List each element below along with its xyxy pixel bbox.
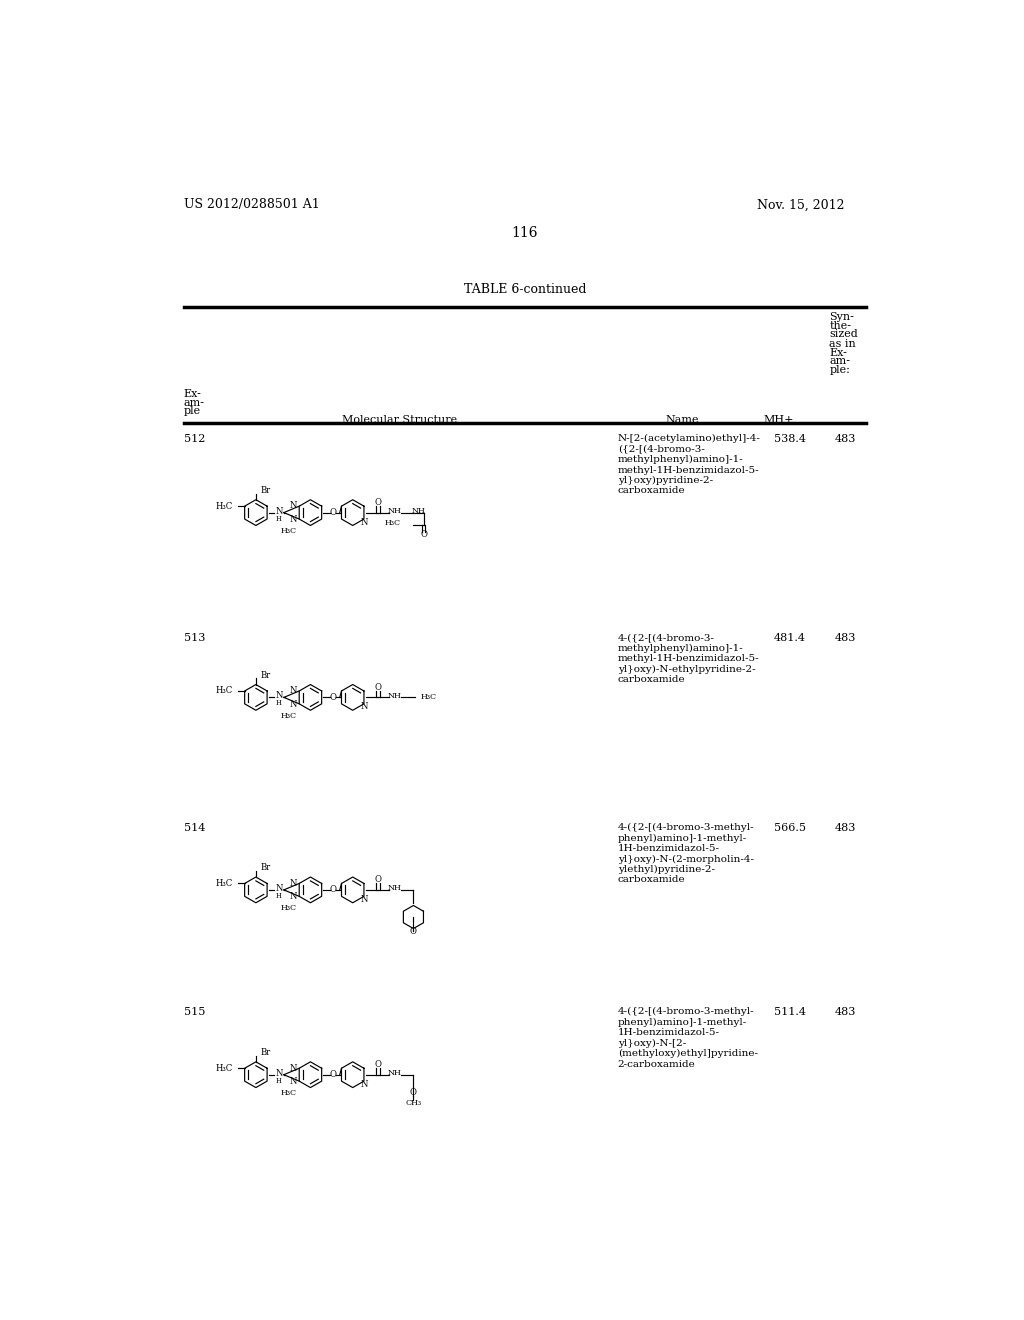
Text: Br: Br [260,863,270,873]
Text: H₃C: H₃C [215,1064,232,1073]
Text: 481.4: 481.4 [773,634,806,643]
Text: Br: Br [260,1048,270,1057]
Text: H: H [275,892,282,900]
Text: ple:: ple: [829,364,850,375]
Text: O: O [330,1071,337,1080]
Text: sized: sized [829,330,858,339]
Text: Name: Name [666,414,698,425]
Text: O: O [375,498,382,507]
Text: Syn-: Syn- [829,313,854,322]
Text: NH: NH [388,884,401,892]
Text: 512: 512 [183,434,205,444]
Text: 4-({2-[(4-bromo-3-methyl-
phenyl)amino]-1-methyl-
1H-benzimidazol-5-
yl}oxy)-N-[: 4-({2-[(4-bromo-3-methyl- phenyl)amino]-… [617,1007,758,1068]
Text: H₃C: H₃C [215,502,232,511]
Text: 4-({2-[(4-bromo-3-
methylphenyl)amino]-1-
methyl-1H-benzimidazol-5-
yl}oxy)-N-et: 4-({2-[(4-bromo-3- methylphenyl)amino]-1… [617,634,760,684]
Text: 538.4: 538.4 [773,434,806,444]
Text: O: O [410,1088,417,1097]
Text: N: N [290,700,297,709]
Text: H: H [275,1077,282,1085]
Text: N: N [290,892,297,902]
Text: 566.5: 566.5 [773,822,806,833]
Text: O: O [410,927,417,936]
Text: Molecular Structure: Molecular Structure [342,414,457,425]
Text: N: N [290,1064,297,1073]
Text: CH₃: CH₃ [406,1100,422,1107]
Text: O: O [375,875,382,884]
Text: H₃C: H₃C [281,904,297,912]
Text: H₃C: H₃C [281,1089,297,1097]
Text: Nov. 15, 2012: Nov. 15, 2012 [758,198,845,211]
Text: H₃C: H₃C [215,879,232,888]
Text: N-[2-(acetylamino)ethyl]-4-
({2-[(4-bromo-3-
methylphenyl)amino]-1-
methyl-1H-be: N-[2-(acetylamino)ethyl]-4- ({2-[(4-brom… [617,434,761,495]
Text: MH+: MH+ [764,414,795,425]
Text: 515: 515 [183,1007,205,1016]
Text: US 2012/0288501 A1: US 2012/0288501 A1 [183,198,319,211]
Text: O: O [330,693,337,702]
Text: 514: 514 [183,822,205,833]
Text: N: N [290,515,297,524]
Text: 511.4: 511.4 [773,1007,806,1016]
Text: 483: 483 [835,822,856,833]
Text: TABLE 6-continued: TABLE 6-continued [464,284,586,296]
Text: NH: NH [388,507,401,515]
Text: ple: ple [183,407,201,416]
Text: N: N [290,879,297,888]
Text: O: O [420,529,427,539]
Text: 483: 483 [835,1007,856,1016]
Text: Br: Br [260,486,270,495]
Text: H₃C: H₃C [385,519,401,527]
Text: Br: Br [260,671,270,680]
Text: as in: as in [829,339,856,348]
Text: am-: am- [183,397,205,408]
Text: N: N [290,502,297,511]
Text: Ex-: Ex- [829,348,847,358]
Text: N: N [276,507,284,516]
Text: H: H [275,700,282,708]
Text: N: N [276,1069,284,1077]
Text: N: N [361,1080,369,1089]
Text: the-: the- [829,321,851,331]
Text: N: N [290,1077,297,1086]
Text: O: O [330,886,337,895]
Text: N: N [361,895,369,904]
Text: O: O [375,682,382,692]
Text: H: H [275,515,282,523]
Text: N: N [276,692,284,701]
Text: NH: NH [412,507,425,515]
Text: Ex-: Ex- [183,389,202,400]
Text: O: O [330,508,337,517]
Text: O: O [375,1060,382,1069]
Text: N: N [361,702,369,711]
Text: 483: 483 [835,634,856,643]
Text: N: N [361,517,369,527]
Text: 116: 116 [512,226,538,240]
Text: H₃C: H₃C [281,711,297,719]
Text: N: N [276,884,284,892]
Text: NH: NH [388,692,401,700]
Text: H₃C: H₃C [281,527,297,535]
Text: 483: 483 [835,434,856,444]
Text: am-: am- [829,356,850,366]
Text: N: N [290,686,297,696]
Text: H₃C: H₃C [215,686,232,696]
Text: H₃C: H₃C [420,693,436,701]
Text: NH: NH [388,1069,401,1077]
Text: 513: 513 [183,634,205,643]
Text: 4-({2-[(4-bromo-3-methyl-
phenyl)amino]-1-methyl-
1H-benzimidazol-5-
yl}oxy)-N-(: 4-({2-[(4-bromo-3-methyl- phenyl)amino]-… [617,822,755,884]
